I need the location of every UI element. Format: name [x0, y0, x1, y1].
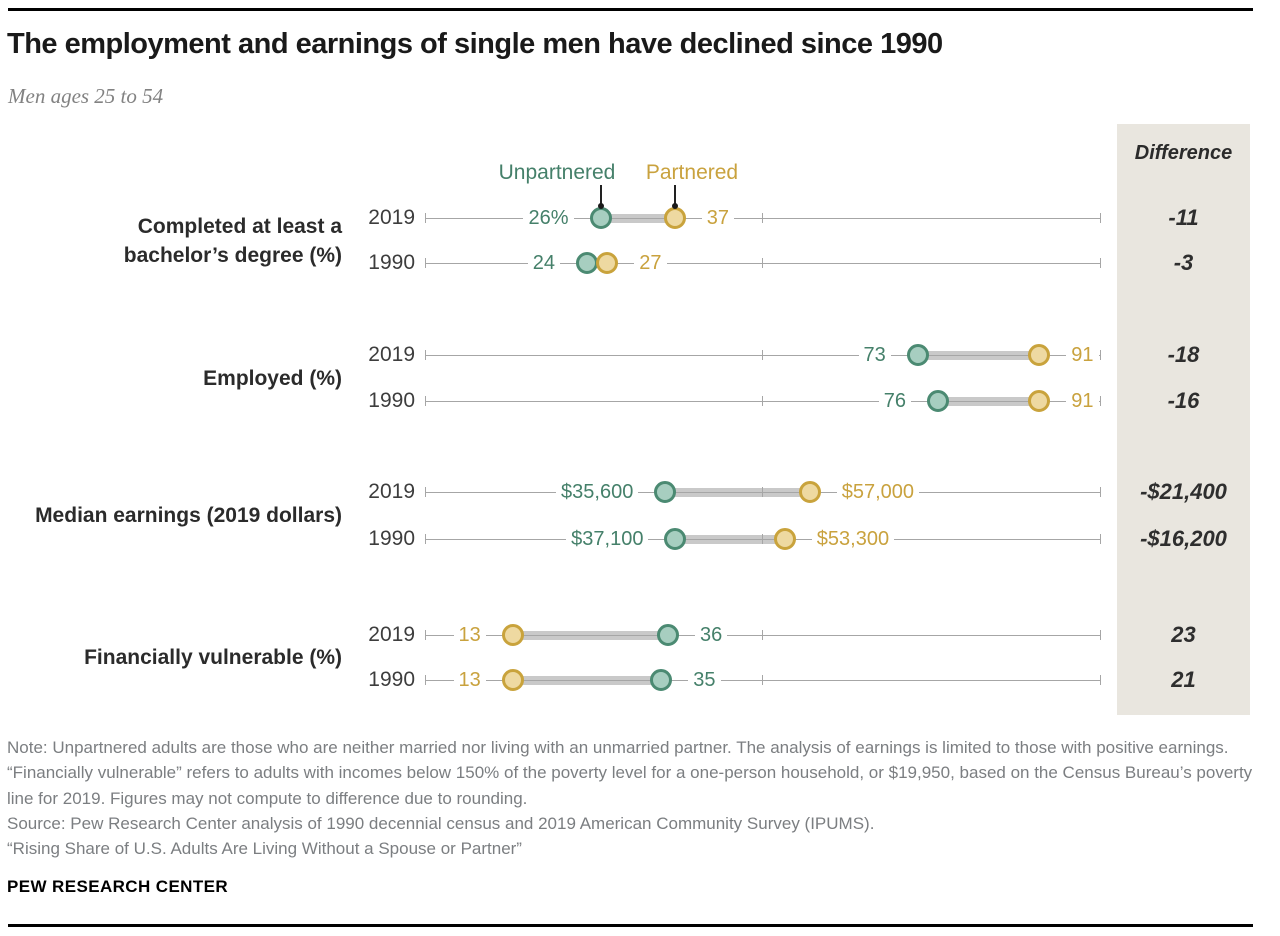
axis-tick	[1099, 487, 1101, 497]
unpartnered-value-label: 73	[858, 343, 891, 367]
partnered-dot	[773, 528, 796, 550]
axis-tick	[1099, 630, 1101, 640]
note-text: Note: Unpartnered adults are those who a…	[7, 738, 1253, 808]
source-text: Source: Pew Research Center analysis of …	[7, 813, 875, 833]
unpartnered-dot	[589, 207, 612, 229]
year-label: 1990	[368, 389, 415, 412]
top-rule	[8, 8, 1253, 11]
year-label: 1990	[368, 668, 415, 691]
partnered-dot	[596, 252, 619, 274]
axis-tick	[424, 213, 426, 223]
difference-value: -3	[1173, 250, 1194, 275]
category-label: Median earnings (2019 dollars)	[35, 504, 342, 527]
axis-tick	[1099, 258, 1101, 268]
unpartnered-dot	[906, 344, 929, 366]
axis-tick	[762, 396, 763, 406]
axis-tick	[762, 213, 763, 223]
difference-header: Difference	[1134, 142, 1233, 164]
partnered-value-label: 13	[453, 668, 486, 692]
notes-block: Note: Unpartnered adults are those who a…	[7, 735, 1265, 861]
axis-tick	[762, 534, 763, 544]
partnered-value-label: $57,000	[836, 480, 920, 504]
legend-pointer-line-unpartnered	[599, 185, 602, 204]
legend-pointer-dot-partnered	[671, 203, 678, 209]
partnered-value-label: 91	[1066, 343, 1099, 367]
bottom-rule	[8, 924, 1253, 927]
year-label: 2019	[368, 206, 415, 229]
axis-tick	[1099, 675, 1101, 685]
unpartnered-dot	[927, 390, 949, 412]
axis-tick	[762, 487, 763, 497]
axis-tick	[762, 630, 763, 640]
axis-tick	[424, 396, 426, 406]
unpartnered-value-label: $35,600	[556, 480, 639, 504]
partnered-dot	[1028, 344, 1051, 366]
difference-value: -11	[1168, 205, 1199, 230]
partnered-value-label: 91	[1066, 389, 1099, 413]
unpartnered-dot	[650, 669, 673, 691]
difference-value: -18	[1167, 342, 1200, 367]
legend-pointer-line-partnered	[673, 185, 676, 204]
legend-partnered-label: Partnered	[645, 161, 739, 184]
partnered-dot	[1028, 390, 1051, 412]
unpartnered-dot	[576, 252, 598, 274]
partnered-dot	[663, 207, 686, 229]
difference-value: -$21,400	[1140, 479, 1227, 504]
year-label: 2019	[368, 623, 415, 646]
category-label: Completed at least a	[137, 214, 342, 238]
category-label: Financially vulnerable (%)	[84, 646, 342, 669]
axis-tick	[424, 487, 426, 497]
brand-footer: PEW RESEARCH CENTER	[7, 877, 229, 896]
year-label: 2019	[368, 480, 415, 503]
report-title: “Rising Share of U.S. Adults Are Living …	[7, 839, 522, 859]
unpartnered-value-label: 35	[688, 668, 721, 692]
partnered-value-label: 27	[634, 251, 667, 275]
year-label: 2019	[368, 343, 415, 366]
partnered-value-label: $53,300	[811, 527, 895, 551]
partnered-dot	[798, 481, 821, 503]
axis-tick	[1099, 396, 1101, 406]
category-label: bachelor’s degree (%)	[123, 243, 342, 267]
axis-tick	[1099, 350, 1101, 360]
legend-pointer-dot-unpartnered	[597, 203, 604, 209]
axis-tick	[1099, 534, 1101, 544]
axis-tick	[424, 630, 426, 640]
chart-title: The employment and earnings of single me…	[7, 28, 943, 60]
difference-panel	[1117, 124, 1250, 715]
difference-value: -$16,200	[1140, 526, 1227, 551]
axis-tick	[424, 675, 426, 685]
category-label: Employed (%)	[203, 366, 342, 390]
unpartnered-value-label: 26%	[523, 206, 574, 230]
axis-tick	[424, 534, 426, 544]
legend-unpartnered-label: Unpartnered	[498, 161, 616, 184]
partnered-dot	[501, 669, 524, 691]
year-label: 1990	[368, 251, 415, 274]
unpartnered-dot	[664, 528, 687, 550]
partnered-value-label: 13	[453, 623, 486, 647]
partnered-value-label: 37	[701, 206, 734, 230]
partnered-dot	[501, 624, 524, 646]
axis-tick	[762, 258, 763, 268]
axis-tick	[424, 258, 426, 268]
difference-value: 21	[1171, 667, 1196, 692]
unpartnered-value-label: 24	[527, 251, 560, 275]
axis-tick	[424, 350, 426, 360]
unpartnered-value-label: 36	[695, 623, 728, 647]
difference-value: -16	[1167, 388, 1200, 413]
unpartnered-dot	[654, 481, 677, 503]
chart-subtitle: Men ages 25 to 54	[8, 84, 164, 108]
axis-tick	[1099, 213, 1101, 223]
difference-value: 23	[1171, 622, 1196, 647]
axis-tick	[762, 675, 763, 685]
unpartnered-dot	[657, 624, 679, 646]
year-label: 1990	[368, 527, 415, 550]
unpartnered-value-label: $37,100	[566, 527, 649, 551]
unpartnered-value-label: 76	[878, 389, 911, 413]
axis-tick	[762, 350, 763, 360]
